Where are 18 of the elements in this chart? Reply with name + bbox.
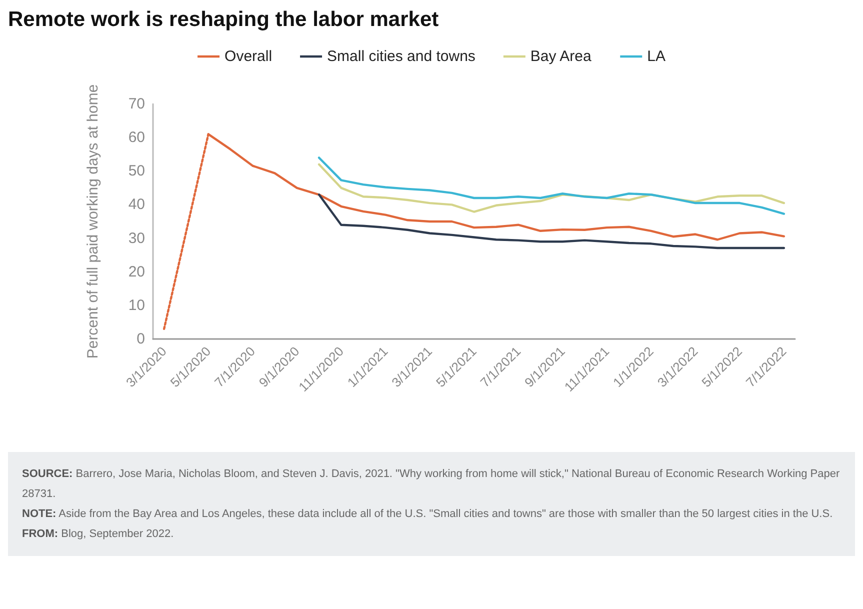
y-tick-label: 0 (136, 330, 145, 348)
text: SOURCE: Barrero, Jose Maria, Nicholas Bloom, and Steven J. Davis, 2021. "Why working from home will stick," National Bureau of Economic Research Working Paper 28731. (22, 468, 840, 500)
line-series (318, 194, 786, 250)
y-axis-title: Percent of full paid working days at home (84, 84, 102, 359)
y-tick-label: 30 (128, 230, 145, 247)
y-tick-label: 10 (128, 296, 145, 314)
y-tick-label: 60 (128, 129, 145, 146)
legend-label: Overall (224, 48, 272, 65)
y-tick-label: 70 (128, 96, 145, 112)
text: NOTE: Aside from the Bay Area and Los Angeles, these data include all of the U.S. "Small cities and towns" are those with smaller than the 50 largest cities in the U.S. (22, 507, 834, 522)
legend-label: Bay Area (530, 48, 592, 65)
text: FROM: Blog, September 2022. (22, 527, 175, 542)
y-tick-label: 50 (128, 162, 145, 180)
y-tick-label: 40 (128, 196, 145, 214)
y-tick-label: 20 (128, 263, 145, 280)
legend-label: LA (647, 48, 666, 65)
legend-label: Small cities and towns (327, 48, 476, 65)
chart-title: Remote work is reshaping the labor market (8, 8, 440, 33)
